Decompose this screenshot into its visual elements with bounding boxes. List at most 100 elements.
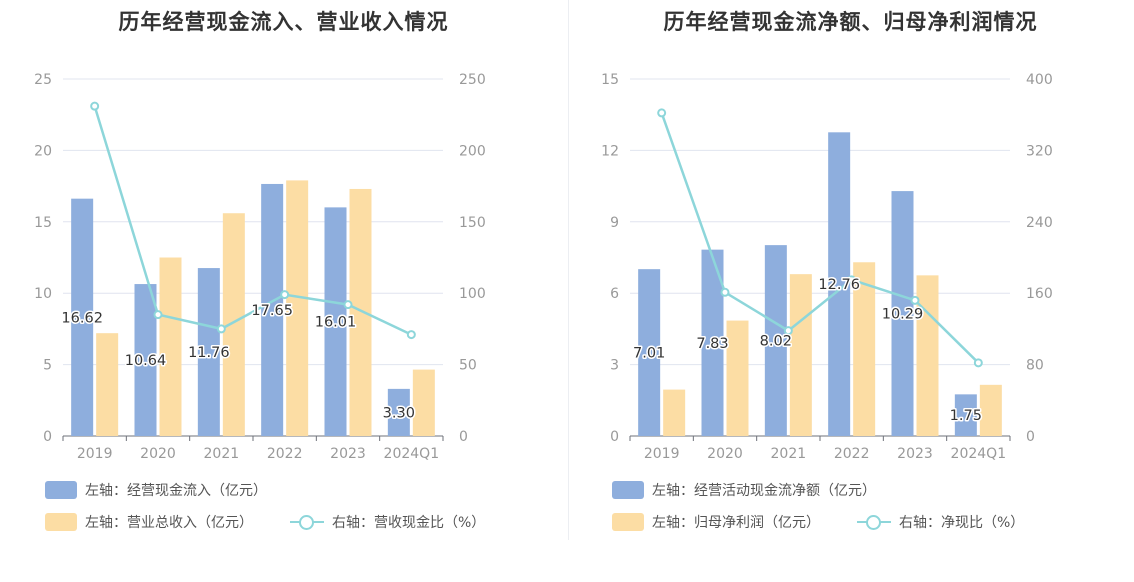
- y-right-tick-label: 50: [459, 358, 477, 374]
- bar-primary: [638, 269, 661, 436]
- x-tick-label: 2023: [897, 446, 933, 462]
- legend-item[interactable]: 左轴：营业总收入（亿元）: [45, 512, 253, 532]
- bar-primary: [954, 394, 977, 436]
- chart-title: 历年经营现金流入、营业收入情况: [118, 10, 449, 34]
- bar-secondary: [853, 262, 876, 436]
- y-left-tick-label: 20: [34, 143, 52, 159]
- ratio-line-point: [280, 290, 290, 300]
- legend-item[interactable]: 右轴：营收现金比（%）: [290, 512, 485, 532]
- ratio-line-point: [90, 101, 100, 111]
- ratio-line-point: [657, 108, 667, 118]
- legend-item[interactable]: 右轴：净现比（%）: [857, 512, 1024, 532]
- y-right-tick-label: 160: [1026, 286, 1053, 302]
- bar-secondary: [159, 257, 182, 436]
- y-right-tick-label: 0: [1026, 429, 1035, 445]
- ratio-line-point: [783, 326, 793, 336]
- x-tick-label: 2023: [330, 446, 366, 462]
- bar-secondary: [789, 274, 812, 436]
- chart-legend: 左轴：经营活动现金流净额（亿元） 左轴：归母净利润（亿元） 右轴：净现比（%）: [567, 472, 1134, 562]
- y-right-tick-label: 320: [1026, 143, 1053, 159]
- legend-item[interactable]: 左轴：经营现金流入（亿元）: [45, 480, 267, 500]
- ratio-line-point: [343, 300, 353, 310]
- y-right-tick-label: 150: [459, 215, 486, 231]
- ratio-line-point: [406, 330, 416, 340]
- y-right-tick-label: 100: [459, 286, 486, 302]
- bar-secondary: [349, 188, 372, 436]
- bar-primary: [71, 198, 94, 436]
- bar-primary: [701, 249, 724, 436]
- data-label: 12.76: [818, 277, 860, 293]
- y-left-tick-label: 10: [34, 286, 52, 302]
- x-tick-label: 2019: [77, 446, 113, 462]
- x-tick-label: 2024Q1: [951, 446, 1007, 462]
- bar-primary: [324, 207, 347, 436]
- y-left-tick-label: 15: [34, 215, 52, 231]
- ratio-line-point: [153, 310, 163, 320]
- data-label: 10.29: [882, 307, 924, 323]
- legend-item[interactable]: 左轴：归母净利润（亿元）: [612, 512, 820, 532]
- ratio-line-point: [910, 295, 920, 305]
- y-left-tick-label: 0: [610, 429, 619, 445]
- y-right-tick-label: 0: [459, 429, 468, 445]
- data-label: 8.02: [760, 334, 792, 350]
- legend-label: 右轴：营收现金比（%）: [332, 515, 486, 531]
- y-left-tick-label: 15: [601, 72, 619, 88]
- legend-bar-swatch-icon: [612, 481, 644, 499]
- y-left-tick-label: 0: [43, 429, 52, 445]
- chart-panel-net-cashflow: 历年经营现金流净额、归母净利润情况 0 3 6 9 12 15 0 80 160 240 320 40…: [567, 0, 1134, 582]
- bar-secondary: [916, 275, 939, 436]
- data-label: 16.62: [61, 310, 103, 326]
- legend-bar-swatch-icon: [612, 513, 644, 531]
- data-label: 10.64: [125, 353, 167, 369]
- chart-title: 历年经营现金流净额、归母净利润情况: [663, 10, 1038, 34]
- y-left-tick-label: 9: [610, 215, 619, 231]
- data-label: 7.83: [696, 336, 728, 352]
- bar-primary: [261, 183, 284, 436]
- ratio-line: [660, 112, 980, 364]
- bar-primary: [387, 388, 410, 436]
- x-tick-label: 2022: [267, 446, 303, 462]
- data-label: 1.75: [950, 408, 982, 424]
- bar-primary: [764, 245, 787, 436]
- chart-panel-cash-inflow: 历年经营现金流入、营业收入情况 0 5 10 15 20 25 0 50 100 150 200 25…: [0, 10, 567, 562]
- legend-label: 左轴：经营活动现金流净额（亿元）: [652, 483, 876, 499]
- x-tick-label: 2022: [834, 446, 870, 462]
- chart-legend: 左轴：经营现金流入（亿元） 左轴：营业总收入（亿元） 右轴：营收现金比（%）: [0, 472, 567, 562]
- y-left-tick-label: 12: [601, 143, 619, 159]
- data-label: 11.76: [188, 345, 230, 361]
- bar-primary: [891, 191, 914, 436]
- y-right-tick-label: 80: [1026, 358, 1044, 374]
- x-tick-label: 2020: [140, 446, 176, 462]
- y-left-tick-label: 3: [610, 358, 619, 374]
- ratio-line-point: [973, 358, 983, 368]
- y-right-tick-label: 400: [1026, 72, 1053, 88]
- y-left-tick-label: 6: [610, 286, 619, 302]
- bar-secondary: [96, 333, 119, 436]
- data-label: 7.01: [633, 346, 665, 362]
- legend-label: 左轴：归母净利润（亿元）: [652, 515, 820, 531]
- y-left-tick-label: 25: [34, 72, 52, 88]
- ratio-line-point: [720, 287, 730, 297]
- y-left-tick-label: 5: [43, 358, 52, 374]
- x-tick-label: 2019: [644, 446, 680, 462]
- bar-secondary: [726, 320, 749, 436]
- bar-secondary: [412, 369, 435, 436]
- data-label: 17.65: [251, 303, 293, 319]
- bar-primary: [134, 284, 157, 436]
- ratio-line: [93, 105, 412, 336]
- ratio-line-point: [216, 324, 226, 334]
- legend-label: 左轴：营业总收入（亿元）: [85, 515, 253, 531]
- data-label: 3.30: [383, 405, 415, 421]
- bar-primary: [197, 268, 220, 436]
- y-right-tick-label: 240: [1026, 215, 1053, 231]
- data-label: 16.01: [315, 315, 357, 331]
- bar-primary: [828, 132, 851, 436]
- legend-label: 右轴：净现比（%）: [899, 515, 1025, 531]
- y-right-tick-label: 200: [459, 143, 486, 159]
- bar-secondary: [286, 180, 309, 436]
- legend-item[interactable]: 左轴：经营活动现金流净额（亿元）: [612, 480, 876, 500]
- legend-bar-swatch-icon: [45, 481, 77, 499]
- x-tick-label: 2020: [707, 446, 743, 462]
- bar-secondary: [663, 389, 686, 436]
